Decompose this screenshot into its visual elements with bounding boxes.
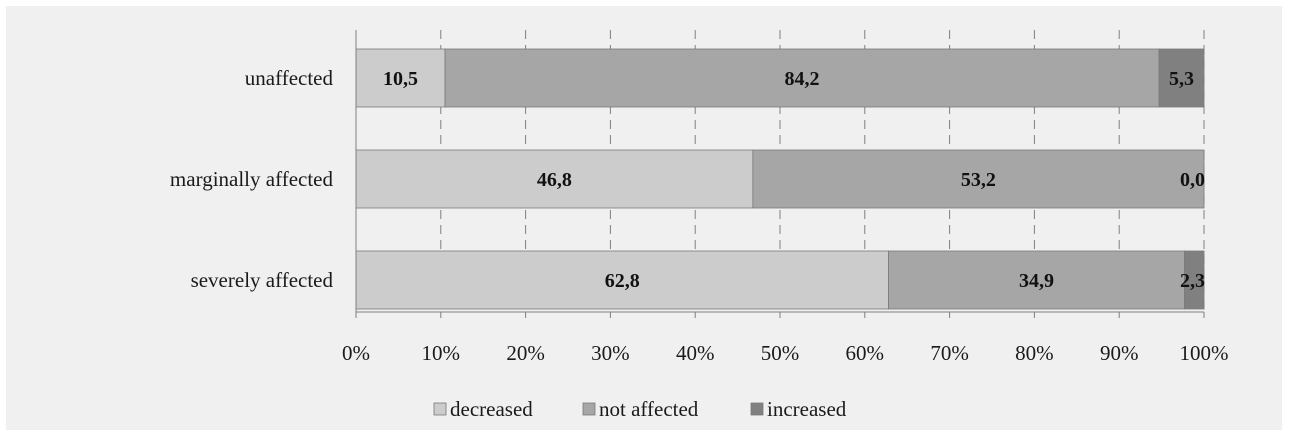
bar-segment <box>1158 48 1205 108</box>
bar-segment <box>355 149 754 209</box>
bar-segment <box>888 250 1185 310</box>
bar-segment <box>752 149 1205 209</box>
category-label: severely affected <box>191 268 334 292</box>
legend-swatch <box>433 402 447 416</box>
x-tick-label: 50% <box>761 341 800 365</box>
data-label: 46,8 <box>537 169 572 191</box>
x-tick-label: 20% <box>506 341 545 365</box>
legend: decreased not affected increased <box>433 397 847 421</box>
axis-layer: unaffected marginally affected severely af… <box>170 30 1229 365</box>
legend-label: increased <box>767 397 847 421</box>
data-label: 5,3 <box>1169 68 1194 90</box>
x-tick-label: 30% <box>591 341 630 365</box>
legend-swatch <box>750 402 764 416</box>
x-tick-label: 0% <box>342 341 370 365</box>
x-tick-label: 90% <box>1100 341 1139 365</box>
bar-segment <box>1184 250 1205 310</box>
data-label: 53,2 <box>961 169 996 191</box>
category-label: marginally affected <box>170 167 334 191</box>
legend-label: decreased <box>450 397 533 421</box>
data-label: 10,5 <box>383 68 418 90</box>
x-tick-label: 10% <box>422 341 461 365</box>
legend-swatch <box>582 402 596 416</box>
x-tick-label: 100% <box>1180 341 1229 365</box>
labels-layer: 10,5 84,2 5,3 46,8 53,2 0,0 62,8 34,9 2,3 <box>383 68 1205 292</box>
data-label: 84,2 <box>785 68 820 90</box>
data-label: 62,8 <box>605 270 640 292</box>
x-tick-label: 70% <box>930 341 969 365</box>
data-label: 2,3 <box>1180 270 1205 292</box>
bar-segment <box>355 48 446 108</box>
bar-segment <box>355 250 889 310</box>
data-label: 0,0 <box>1180 169 1205 191</box>
category-label: unaffected <box>245 66 334 90</box>
bars-layer <box>355 48 1205 310</box>
data-label: 34,9 <box>1019 270 1054 292</box>
legend-label: not affected <box>599 397 699 421</box>
x-tick-label: 80% <box>1015 341 1054 365</box>
x-tick-label: 40% <box>676 341 715 365</box>
x-tick-label: 60% <box>846 341 885 365</box>
